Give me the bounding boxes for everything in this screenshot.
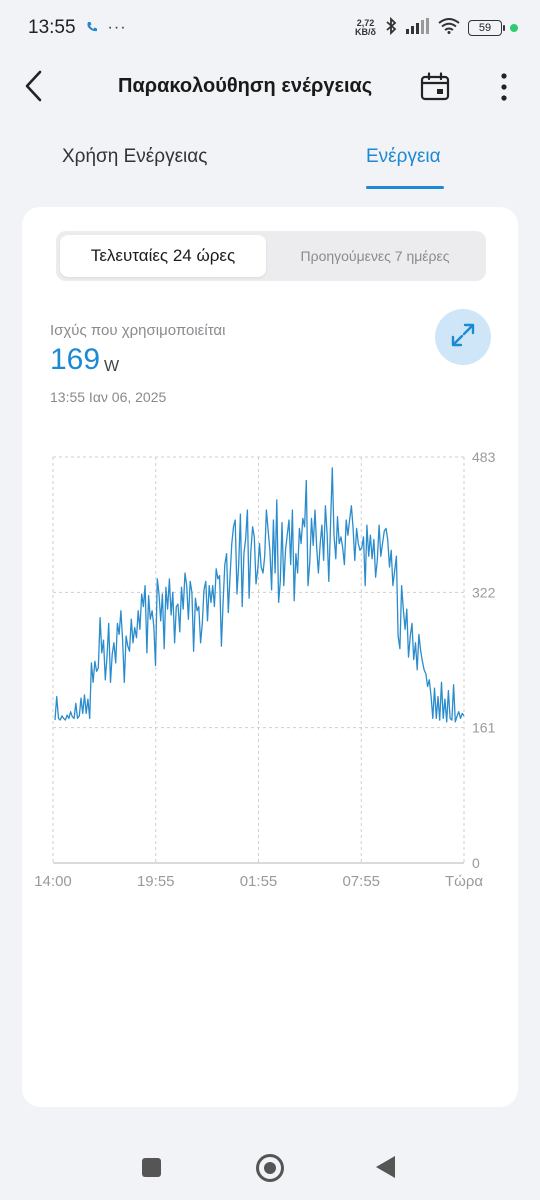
status-time: 13:55 [28, 17, 76, 38]
status-left: 13:55 ··· [28, 17, 127, 39]
range-option-24h[interactable]: Τελευταίες 24 ώρες [60, 235, 266, 277]
energy-card: Τελευταίες 24 ώρες Προηγούμενες 7 ημέρες… [22, 207, 518, 1107]
range-selector: Τελευταίες 24 ώρες Προηγούμενες 7 ημέρες [56, 231, 486, 281]
status-right: 2,72 KB/δ 59 [355, 16, 518, 40]
power-chart: 0 161 322 483 14:00 19:55 01:55 07:55 Τώρα [34, 449, 496, 890]
tab-bar: Χρήση Ενέργειας Ενέργεια [0, 132, 540, 192]
phone-icon [86, 20, 98, 36]
wifi-icon [438, 17, 460, 39]
expand-chart-button[interactable] [435, 309, 491, 365]
signal-icon [406, 17, 430, 39]
tab-energy[interactable]: Ενέργεια [366, 146, 441, 167]
home-button[interactable] [256, 1154, 284, 1182]
app-header: Παρακολούθηση ενέργειας [0, 56, 540, 118]
chart-x-tick-label: Τώρα [445, 873, 483, 890]
network-speed: 2,72 KB/δ [355, 19, 376, 37]
expand-icon [449, 321, 477, 354]
page-title: Παρακολούθηση ενέργειας [118, 75, 373, 97]
back-arrow-icon[interactable] [22, 70, 46, 102]
system-nav-bar [0, 1135, 540, 1200]
recent-apps-button[interactable] [142, 1158, 161, 1177]
calendar-icon[interactable] [420, 72, 450, 102]
chart-y-tick-label: 0 [472, 855, 480, 871]
chart-x-tick-label: 19:55 [137, 873, 175, 890]
power-unit: W [104, 358, 120, 375]
chart-y-tick-label: 322 [472, 584, 496, 600]
tab-energy-usage[interactable]: Χρήση Ενέργειας [62, 146, 208, 167]
power-timestamp: 13:55 Ιαν 06, 2025 [50, 389, 167, 405]
network-speed-value: 2,72 [356, 18, 375, 28]
chart-y-tick-label: 483 [472, 449, 496, 465]
power-value: 169 [50, 343, 101, 376]
active-tab-indicator [366, 186, 444, 189]
battery-indicator: 59 [468, 20, 505, 36]
network-speed-unit: KB/δ [355, 27, 376, 37]
active-dot [510, 24, 518, 32]
more-notifications-icon: ··· [107, 19, 127, 36]
bluetooth-icon [384, 16, 398, 40]
chart-x-tick-label: 01:55 [240, 873, 278, 890]
power-label: Ισχύς που χρησιμοποιείται [50, 322, 226, 339]
chart-series-line [54, 467, 465, 723]
range-option-7d[interactable]: Προηγούμενες 7 ημέρες [300, 248, 450, 264]
chart-x-tick-label: 07:55 [342, 873, 380, 890]
status-bar: 13:55 ··· 2,72 KB/δ 59 [0, 0, 540, 56]
more-vertical-icon[interactable] [494, 70, 514, 104]
chart-x-tick-label: 14:00 [34, 873, 72, 890]
system-back-button[interactable] [376, 1156, 395, 1178]
chart-y-tick-label: 161 [472, 720, 496, 736]
